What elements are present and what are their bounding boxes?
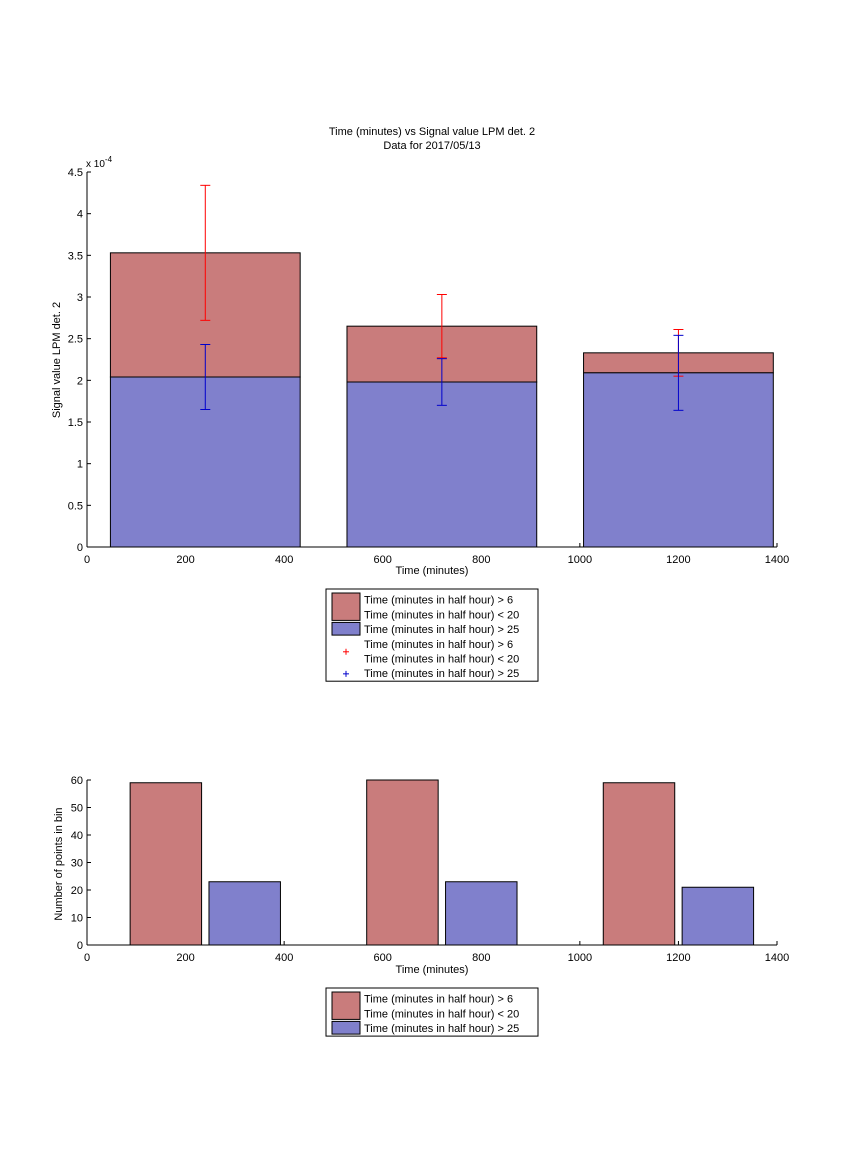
c2-y-tick-label: 20 <box>71 885 83 897</box>
c2-x-tick-label: 800 <box>472 952 490 964</box>
c2-x-tick-label: 1200 <box>666 952 690 964</box>
count-bar-red <box>129 782 203 946</box>
c1-y-tick-label: 0 <box>77 542 83 554</box>
c1-y-tick-label: 1 <box>77 459 83 471</box>
y-axis-label: Signal value LPM det. 2 <box>51 302 63 418</box>
c1-legend-text: Time (minutes in half hour) > 6 <box>364 639 513 651</box>
c2-x-tick-label: 600 <box>374 952 392 964</box>
chart-title: Time (minutes) vs Signal value LPM det. … <box>329 126 535 138</box>
signal-chart: Time (minutes) vs Signal value LPM det. … <box>51 126 789 682</box>
c2-x-tick-label: 1400 <box>765 952 789 964</box>
count-bar-red <box>602 782 676 946</box>
c1-legend-text: Time (minutes in half hour) < 20 <box>364 654 519 666</box>
c2-legend-text: Time (minutes in half hour) > 6 <box>364 994 513 1006</box>
c1-x-tick-label: 1400 <box>765 554 789 566</box>
c2-y-tick-label: 0 <box>77 940 83 952</box>
c1-legend-text: Time (minutes in half hour) > 25 <box>364 624 519 636</box>
c1-y-tick-label: 0.5 <box>68 500 83 512</box>
c2-y-tick-label: 60 <box>71 775 83 787</box>
count-bar-blue <box>208 881 281 946</box>
c2-x-tick-label: 200 <box>176 952 194 964</box>
c1-x-tick-label: 200 <box>176 554 194 566</box>
y-axis-label-2: Number of points in bin <box>53 807 65 920</box>
c2-y-tick-label: 40 <box>71 830 83 842</box>
c1-legend-text: Time (minutes in half hour) > 25 <box>364 668 519 680</box>
c2-y-tick-label: 10 <box>71 913 83 925</box>
c2-y-tick-label: 50 <box>71 803 83 815</box>
c1-y-tick-label: 2.5 <box>68 334 83 346</box>
c1-legend-text: Time (minutes in half hour) < 20 <box>364 609 519 621</box>
c2-legend-text: Time (minutes in half hour) < 20 <box>364 1008 519 1020</box>
c1-y-tick-label: 4 <box>77 209 83 221</box>
count-bar-red <box>366 779 439 946</box>
count-bar-blue <box>445 881 518 946</box>
c2-x-tick-label: 0 <box>84 952 90 964</box>
c1-y-tick-label: 2 <box>77 375 83 387</box>
c2-legend-patch <box>331 991 361 1020</box>
x-axis-label-2: Time (minutes) <box>396 964 469 976</box>
c1-legend-box <box>325 588 539 682</box>
c2-y-tick-label: 30 <box>71 858 83 870</box>
c1-x-tick-label: 800 <box>472 554 490 566</box>
c1-y-tick-label: 4.5 <box>68 167 83 179</box>
c1-x-tick-label: 400 <box>275 554 293 566</box>
c1-x-tick-label: 0 <box>84 554 90 566</box>
c2-legend-patch <box>331 1020 361 1035</box>
x-axis-label: Time (minutes) <box>396 565 469 577</box>
c1-x-tick-label: 1200 <box>666 554 690 566</box>
chart-subtitle: Data for 2017/05/13 <box>383 140 480 152</box>
c1-y-tick-label: 3 <box>77 292 83 304</box>
c1-legend-patch <box>331 621 361 636</box>
y-multiplier-base: x 10 <box>86 159 105 170</box>
c1-x-tick-label: 1000 <box>568 554 592 566</box>
bar-blue <box>346 381 538 548</box>
y-multiplier: x 10-4 <box>86 155 113 170</box>
c2-x-tick-label: 400 <box>275 952 293 964</box>
y-multiplier-exponent: -4 <box>105 155 113 164</box>
c1-legend-text: Time (minutes in half hour) > 6 <box>364 595 513 607</box>
c1-y-tick-label: 3.5 <box>68 250 83 262</box>
c1-y-tick-label: 1.5 <box>68 417 83 429</box>
count-bar-blue <box>681 886 755 946</box>
c2-legend-box <box>325 987 539 1037</box>
c1-x-tick-label: 600 <box>374 554 392 566</box>
c1-legend-patch <box>331 592 361 621</box>
c2-x-tick-label: 1000 <box>568 952 592 964</box>
count-chart: Time (minutes) Number of points in bin 0… <box>53 775 789 1037</box>
c2-legend-text: Time (minutes in half hour) > 25 <box>364 1023 519 1035</box>
